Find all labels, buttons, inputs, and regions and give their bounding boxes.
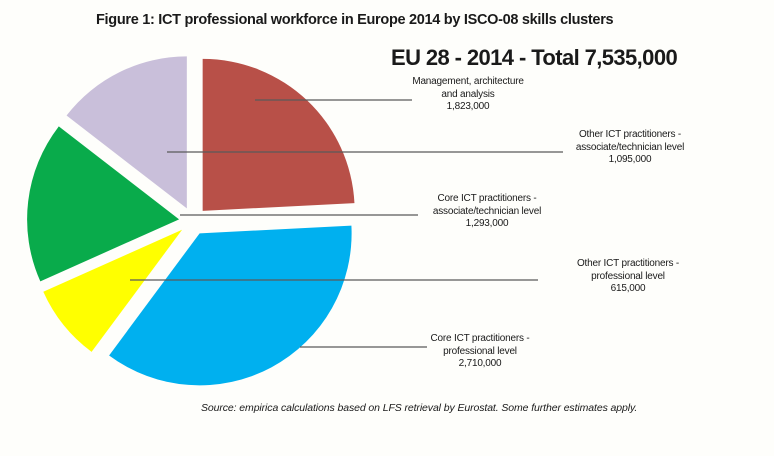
pie-slices xyxy=(27,56,355,386)
slice-name: Core ICT practitioners - xyxy=(437,193,537,204)
slice-value: 1,095,000 xyxy=(608,154,652,165)
pie-slice xyxy=(27,126,180,282)
slice-name: Management, architecture xyxy=(412,76,524,87)
slice-value: 1,293,000 xyxy=(465,218,509,229)
slice-name: professional level xyxy=(443,345,517,357)
slice-label: Core ICT practitioners - professional lev… xyxy=(431,333,530,371)
leader-lines xyxy=(130,99,563,348)
slice-name: Core ICT practitioners - xyxy=(430,333,530,344)
slice-value: 615,000 xyxy=(610,283,646,294)
slice-label: Other ICT practitioners - associate/techn… xyxy=(576,129,684,167)
slice-name: associate/technician level xyxy=(432,205,542,217)
slice-name: professional level xyxy=(591,270,665,282)
figure-title: Figure 1: ICT professional workforce in … xyxy=(96,12,614,28)
pie-slice xyxy=(43,229,183,352)
slice-label: Management, architecture and analysis 1,82… xyxy=(412,76,524,114)
slice-name: and analysis xyxy=(441,88,495,100)
slice-name: associate/technician level xyxy=(575,141,685,153)
chart-title: EU 28 - 2014 - Total 7,535,000 xyxy=(391,45,678,70)
slice-name: Other ICT practitioners - xyxy=(576,258,680,269)
source-note: Source: empirica calculations based on L… xyxy=(201,402,638,414)
pie-slice xyxy=(109,225,352,386)
slice-name: Other ICT practitioners - xyxy=(578,129,682,140)
slice-label: Other ICT practitioners - professional le… xyxy=(577,258,679,296)
slice-value: 1,823,000 xyxy=(446,101,490,112)
pie-slice xyxy=(202,58,355,211)
slice-value: 2,710,000 xyxy=(458,358,502,369)
pie-slice xyxy=(66,56,187,209)
slice-label: Core ICT practitioners - associate/techni… xyxy=(433,193,541,231)
